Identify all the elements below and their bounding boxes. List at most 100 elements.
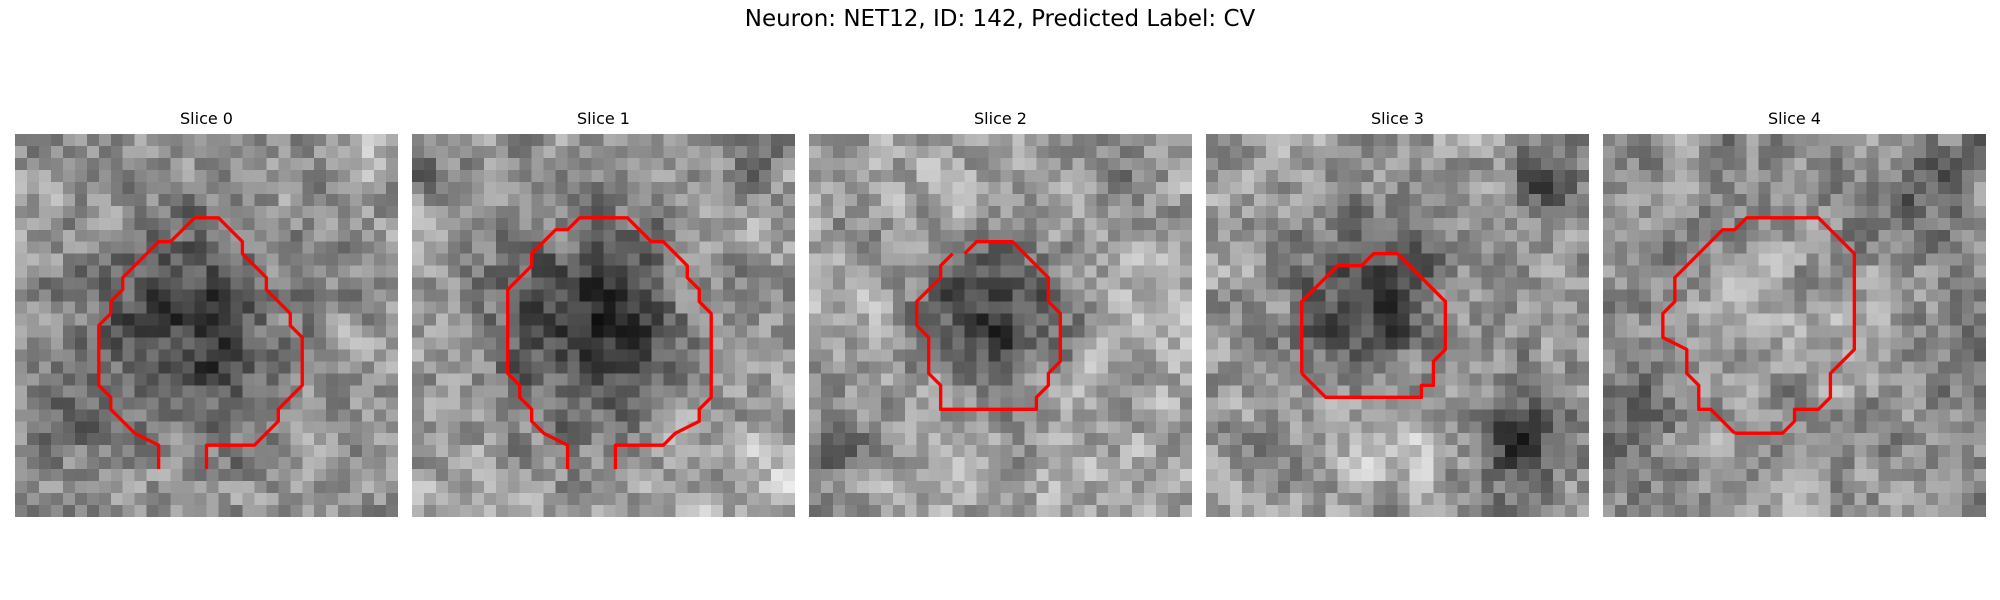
image-pixel [1914,337,1927,350]
image-pixel [1842,145,1855,159]
image-pixel [110,134,123,147]
image-pixel [1084,289,1097,302]
image-pixel [338,265,351,278]
image-pixel [820,457,834,470]
image-pixel [1325,325,1338,338]
image-pixel [747,481,760,494]
image-pixel [1409,457,1422,470]
image-pixel [1782,134,1795,147]
image-pixel [1662,361,1676,374]
image-pixel [194,349,207,362]
image-pixel [1132,385,1145,398]
image-pixel [1686,397,1699,410]
image-pixel [952,229,965,242]
image-pixel [952,397,965,410]
image-pixel [374,289,387,302]
image-pixel [940,397,953,410]
image-pixel [326,301,339,314]
image-pixel [531,337,544,350]
image-pixel [1421,134,1434,147]
image-pixel [615,289,628,302]
image-pixel [86,265,100,278]
image-pixel [1614,409,1628,422]
image-pixel [230,421,243,434]
image-pixel [1361,241,1374,254]
image-pixel [976,313,989,326]
image-pixel [459,421,473,434]
image-pixel [603,349,616,362]
image-pixel [447,373,461,386]
image-pixel [1457,433,1470,446]
image-pixel [1397,277,1410,290]
image-pixel [735,361,748,374]
image-pixel [350,157,363,171]
image-pixel [471,361,485,374]
image-pixel [591,313,604,326]
image-pixel [302,385,315,398]
image-pixel [1481,217,1494,230]
image-pixel [711,481,724,494]
image-pixel [747,145,760,159]
image-pixel [122,469,135,482]
image-pixel [699,433,712,446]
image-pixel [1385,385,1398,398]
image-pixel [158,457,171,470]
image-pixel [1974,229,1986,242]
image-pixel [471,181,485,195]
image-pixel [1457,325,1470,338]
image-pixel [290,373,303,386]
image-pixel [1926,385,1939,398]
image-pixel [1638,301,1652,314]
image-pixel [1686,217,1699,230]
image-pixel [338,253,351,266]
image-pixel [1217,433,1231,446]
image-pixel [194,373,207,386]
image-pixel [1373,169,1386,183]
image-pixel [423,313,437,326]
image-pixel [771,205,784,219]
image-pixel [1493,193,1506,207]
image-pixel [1409,241,1422,254]
image-pixel [338,217,351,230]
image-pixel [412,169,425,183]
slice-panel-3: Slice 3 [1206,108,1589,517]
image-pixel [350,445,363,458]
image-pixel [1084,505,1097,517]
image-pixel [1962,134,1975,147]
image-pixel [1144,313,1157,326]
image-pixel [1096,134,1109,147]
image-pixel [1206,481,1219,494]
image-pixel [735,241,748,254]
image-pixel [699,337,712,350]
image-pixel [230,409,243,422]
image-pixel [1914,373,1927,386]
image-pixel [146,397,159,410]
image-pixel [266,301,279,314]
image-pixel [1036,277,1049,290]
image-pixel [1277,433,1291,446]
image-pixel [928,205,941,219]
image-pixel [1048,181,1061,195]
image-pixel [1132,145,1145,159]
image-pixel [952,325,965,338]
image-pixel [1505,349,1518,362]
image-pixel [495,205,508,219]
image-pixel [15,313,28,326]
image-pixel [1698,433,1711,446]
image-pixel [158,229,171,242]
image-pixel [314,385,327,398]
image-pixel [1686,229,1699,242]
image-pixel [1493,181,1506,195]
image-pixel [1818,313,1831,326]
image-pixel [278,445,291,458]
image-pixel [1746,361,1759,374]
image-pixel [1421,421,1434,434]
image-pixel [1180,421,1192,434]
image-pixel [1132,433,1145,446]
image-pixel [1650,313,1664,326]
image-pixel [1156,205,1169,219]
image-pixel [868,373,882,386]
image-pixel [1734,205,1747,219]
image-pixel [1614,289,1628,302]
image-pixel [1241,493,1255,506]
